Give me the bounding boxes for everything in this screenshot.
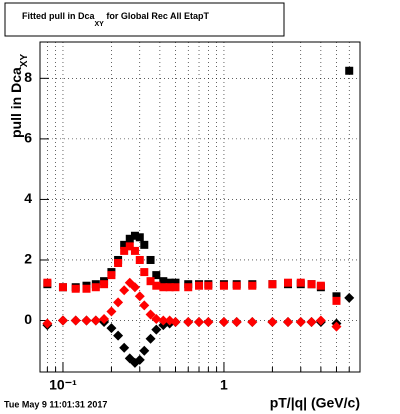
y-tick-label: 0: [24, 311, 32, 327]
data-point: [218, 317, 229, 328]
data-point: [248, 281, 257, 290]
data-point: [129, 282, 140, 293]
data-point: [184, 283, 193, 292]
data-point: [107, 271, 116, 280]
data-point: [106, 323, 117, 334]
data-point: [165, 283, 174, 292]
data-point: [70, 315, 81, 326]
data-point: [151, 324, 162, 335]
data-point: [90, 315, 101, 326]
data-point: [145, 333, 156, 344]
data-point: [194, 317, 205, 328]
footer-date: Tue May 9 11:01:31 2017: [4, 399, 107, 409]
data-point: [158, 315, 169, 326]
data-point: [171, 278, 180, 287]
data-point: [106, 306, 117, 317]
data-point: [345, 66, 354, 75]
data-point: [295, 317, 306, 328]
data-point: [268, 280, 277, 289]
data-point: [145, 309, 156, 320]
data-point: [332, 292, 341, 301]
data-point: [125, 234, 134, 243]
data-point: [125, 242, 134, 251]
data-point: [203, 317, 214, 328]
y-tick-label: 8: [24, 69, 32, 85]
y-axis-label: pull in DcaXY: [8, 54, 30, 138]
data-point: [71, 284, 80, 293]
data-point: [114, 259, 123, 268]
data-point: [91, 283, 100, 292]
plot-frame: [39, 41, 361, 373]
data-point: [204, 281, 213, 290]
x-tick-label: 1: [220, 377, 228, 393]
data-point: [183, 317, 194, 328]
data-point: [120, 246, 129, 255]
x-axis-label: pT/|q| (GeV/c): [270, 395, 360, 411]
data-point: [57, 315, 68, 326]
data-point: [139, 345, 150, 356]
data-point: [152, 281, 161, 290]
data-point: [170, 317, 181, 328]
data-point: [146, 255, 155, 264]
data-point: [152, 271, 161, 280]
data-point: [316, 281, 325, 290]
data-point: [82, 284, 91, 293]
title-sub: XY: [95, 21, 105, 28]
data-point: [296, 278, 305, 287]
data-point: [140, 268, 149, 277]
ylabel-sub: XY: [19, 54, 30, 68]
data-point: [159, 277, 168, 286]
data-point: [100, 280, 109, 289]
data-point: [267, 317, 278, 328]
data-point: [159, 283, 168, 292]
data-point: [130, 246, 139, 255]
data-point: [139, 300, 150, 311]
x-tick-label: 10⁻¹: [49, 377, 77, 393]
title-box: [4, 2, 285, 37]
data-point: [231, 317, 242, 328]
data-point: [130, 231, 139, 240]
title-rest: for Global Rec All EtapT: [104, 11, 210, 21]
y-tick-label: 4: [24, 190, 32, 206]
data-point: [171, 283, 180, 292]
data-point: [113, 297, 124, 308]
data-point: [331, 321, 342, 332]
data-point: [120, 240, 129, 249]
data-point: [135, 233, 144, 242]
data-point: [284, 278, 293, 287]
data-point: [58, 283, 67, 292]
data-point: [119, 342, 130, 353]
title-main: Fitted pull in Dca: [22, 11, 95, 21]
data-point: [307, 280, 316, 289]
data-point: [146, 277, 155, 286]
data-point: [344, 292, 355, 303]
data-point: [43, 278, 52, 287]
y-tick-label: 6: [24, 130, 32, 146]
data-point: [140, 240, 149, 249]
data-point: [247, 317, 258, 328]
data-point: [306, 317, 317, 328]
data-point: [232, 281, 241, 290]
data-point: [151, 314, 162, 325]
data-point: [219, 281, 228, 290]
data-point: [332, 296, 341, 305]
chart-title: Fitted pull in DcaXY for Global Rec All …: [22, 11, 210, 27]
data-point: [113, 330, 124, 341]
data-point: [283, 317, 294, 328]
data-point: [315, 315, 326, 326]
y-tick-label: 2: [24, 251, 32, 267]
data-point: [135, 255, 144, 264]
data-point: [134, 354, 145, 365]
ylabel-main: pull in Dca: [8, 67, 24, 138]
data-point: [134, 291, 145, 302]
data-point: [165, 278, 174, 287]
data-point: [81, 315, 92, 326]
data-point: [42, 318, 53, 329]
data-point: [119, 285, 130, 296]
data-point: [195, 281, 204, 290]
data-point: [99, 314, 110, 325]
